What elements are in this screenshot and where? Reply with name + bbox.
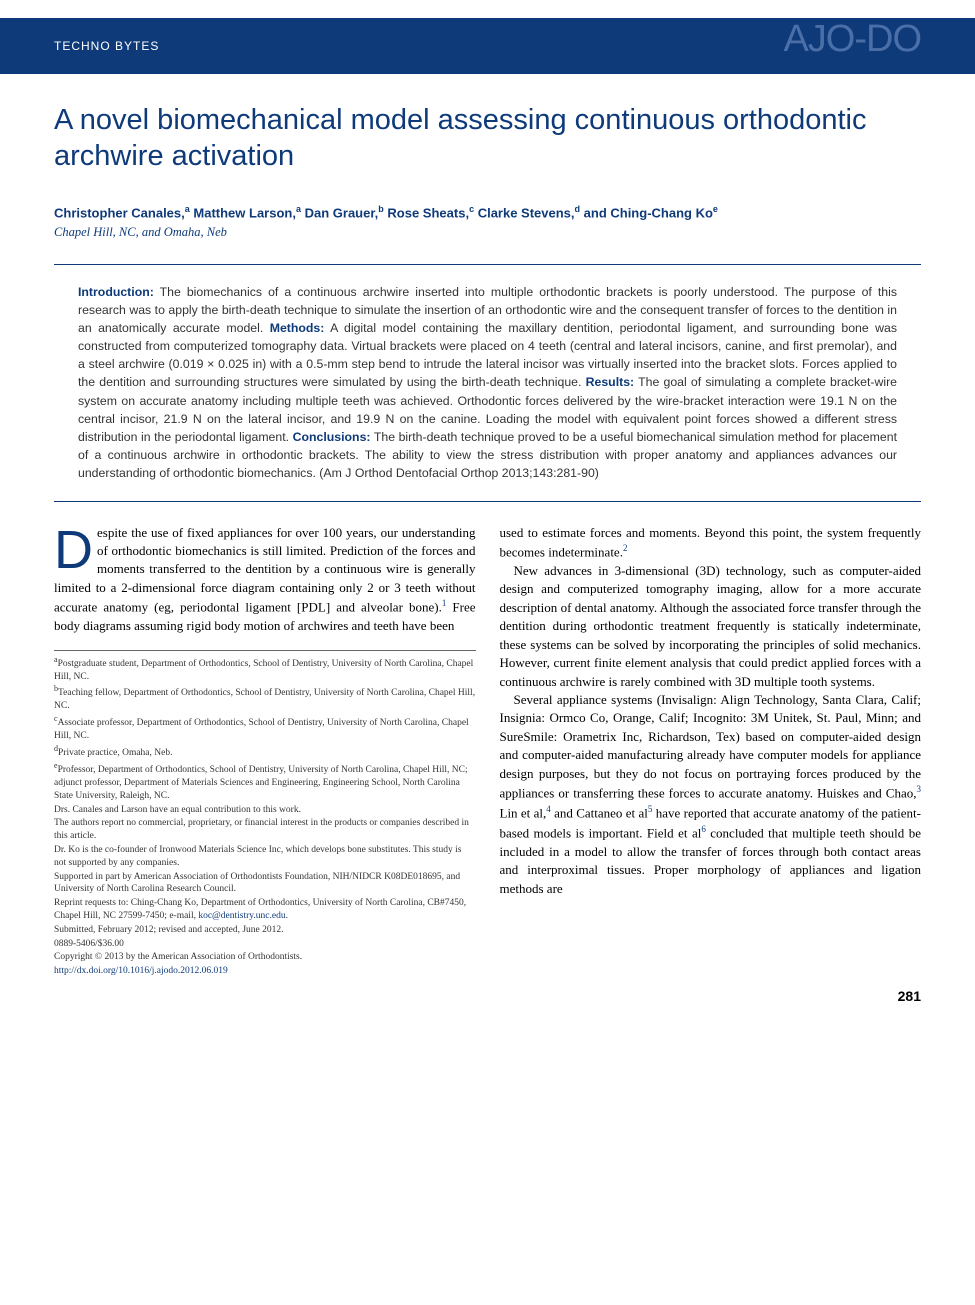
c2-p3-a: Several appliance systems (Invisalign: A…: [500, 692, 922, 801]
c2-p3-c: and Cattaneo et al: [551, 805, 648, 820]
ref-2[interactable]: 2: [623, 543, 628, 553]
journal-logo: AJO-DO: [783, 13, 921, 66]
footnote-coi: The authors report no commercial, propri…: [54, 817, 476, 843]
footnote-issn: 0889-5406/$36.00: [54, 938, 476, 951]
footnote-d: dPrivate practice, Omaha, Neb.: [54, 744, 476, 760]
c2-p1-a: used to estimate forces and moments. Bey…: [500, 525, 922, 560]
journal-header-bar: TECHNO BYTES AJO-DO: [0, 18, 975, 74]
footnote-reprint: Reprint requests to: Ching-Chang Ko, Dep…: [54, 897, 476, 923]
footnote-e-text: Professor, Department of Orthodontics, S…: [54, 765, 468, 801]
affiliation-location: Chapel Hill, NC, and Omaha, Neb: [54, 224, 921, 242]
footnote-c-text: Associate professor, Department of Ortho…: [54, 718, 469, 741]
ref-3[interactable]: 3: [917, 784, 922, 794]
footnote-copyright: Copyright © 2013 by the American Associa…: [54, 951, 476, 964]
body-c2-p2: New advances in 3-dimensional (3D) techn…: [500, 562, 922, 691]
footnote-b: bTeaching fellow, Department of Orthodon…: [54, 684, 476, 713]
article-title: A novel biomechanical model assessing co…: [54, 102, 921, 175]
abstract-results-kw: Results:: [586, 375, 635, 389]
footnote-a: aPostgraduate student, Department of Ort…: [54, 655, 476, 684]
body-c2-p1: used to estimate forces and moments. Bey…: [500, 524, 922, 562]
body-c2-p3: Several appliance systems (Invisalign: A…: [500, 691, 922, 898]
footnote-disclosure: Dr. Ko is the co-founder of Ironwood Mat…: [54, 844, 476, 870]
abstract-methods-kw: Methods:: [270, 321, 325, 335]
footnote-a-text: Postgraduate student, Department of Orth…: [54, 659, 473, 682]
doi-link[interactable]: http://dx.doi.org/10.1016/j.ajodo.2012.0…: [54, 966, 228, 976]
footnote-doi: http://dx.doi.org/10.1016/j.ajodo.2012.0…: [54, 965, 476, 978]
footnote-e: eProfessor, Department of Orthodontics, …: [54, 761, 476, 803]
footnote-contrib: Drs. Canales and Larson have an equal co…: [54, 804, 476, 817]
abstract-intro-kw: Introduction:: [78, 285, 154, 299]
divider-bottom: [54, 501, 921, 502]
footnote-funding: Supported in part by American Associatio…: [54, 871, 476, 897]
dropcap: D: [54, 524, 97, 572]
abstract-concl-kw: Conclusions:: [293, 430, 371, 444]
footnote-submitted: Submitted, February 2012; revised and ac…: [54, 924, 476, 937]
author-list: Christopher Canales,a Matthew Larson,a D…: [54, 203, 921, 223]
c2-p3-b: Lin et al,: [500, 805, 547, 820]
column-left: Despite the use of fixed appliances for …: [54, 524, 476, 980]
footnote-b-text: Teaching fellow, Department of Orthodont…: [54, 689, 475, 712]
footnotes-block: aPostgraduate student, Department of Ort…: [54, 650, 476, 978]
body-p1: Despite the use of fixed appliances for …: [54, 524, 476, 636]
abstract-block: Introduction: The biomechanics of a cont…: [54, 265, 921, 501]
footnote-c: cAssociate professor, Department of Orth…: [54, 714, 476, 743]
body-columns: Despite the use of fixed appliances for …: [54, 524, 921, 980]
column-right: used to estimate forces and moments. Bey…: [500, 524, 922, 980]
article-content: A novel biomechanical model assessing co…: [0, 74, 975, 979]
footnote-d-text: Private practice, Omaha, Neb.: [58, 748, 172, 758]
page-number: 281: [0, 979, 975, 1021]
body-p1-text: espite the use of fixed appliances for o…: [54, 525, 476, 615]
reprint-email-link[interactable]: koc@dentistry.unc.edu: [198, 911, 285, 921]
section-label: TECHNO BYTES: [54, 38, 159, 55]
